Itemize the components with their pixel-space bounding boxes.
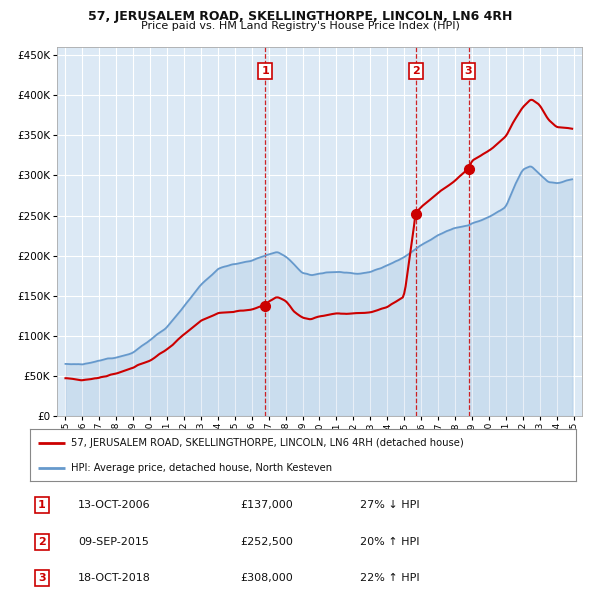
Text: 3: 3 bbox=[38, 573, 46, 583]
Text: 3: 3 bbox=[465, 66, 472, 76]
Text: HPI: Average price, detached house, North Kesteven: HPI: Average price, detached house, Nort… bbox=[71, 463, 332, 473]
Text: 22% ↑ HPI: 22% ↑ HPI bbox=[360, 573, 419, 583]
Text: 18-OCT-2018: 18-OCT-2018 bbox=[78, 573, 151, 583]
Text: £308,000: £308,000 bbox=[240, 573, 293, 583]
Text: £252,500: £252,500 bbox=[240, 537, 293, 546]
Text: 57, JERUSALEM ROAD, SKELLINGTHORPE, LINCOLN, LN6 4RH: 57, JERUSALEM ROAD, SKELLINGTHORPE, LINC… bbox=[88, 10, 512, 23]
Text: £137,000: £137,000 bbox=[240, 500, 293, 510]
Text: 2: 2 bbox=[38, 537, 46, 546]
Text: 27% ↓ HPI: 27% ↓ HPI bbox=[360, 500, 419, 510]
Text: 1: 1 bbox=[38, 500, 46, 510]
Text: 57, JERUSALEM ROAD, SKELLINGTHORPE, LINCOLN, LN6 4RH (detached house): 57, JERUSALEM ROAD, SKELLINGTHORPE, LINC… bbox=[71, 438, 464, 448]
Text: 09-SEP-2015: 09-SEP-2015 bbox=[78, 537, 149, 546]
Text: Price paid vs. HM Land Registry's House Price Index (HPI): Price paid vs. HM Land Registry's House … bbox=[140, 21, 460, 31]
Text: 1: 1 bbox=[261, 66, 269, 76]
Text: 20% ↑ HPI: 20% ↑ HPI bbox=[360, 537, 419, 546]
Text: 2: 2 bbox=[412, 66, 420, 76]
Text: 13-OCT-2006: 13-OCT-2006 bbox=[78, 500, 151, 510]
